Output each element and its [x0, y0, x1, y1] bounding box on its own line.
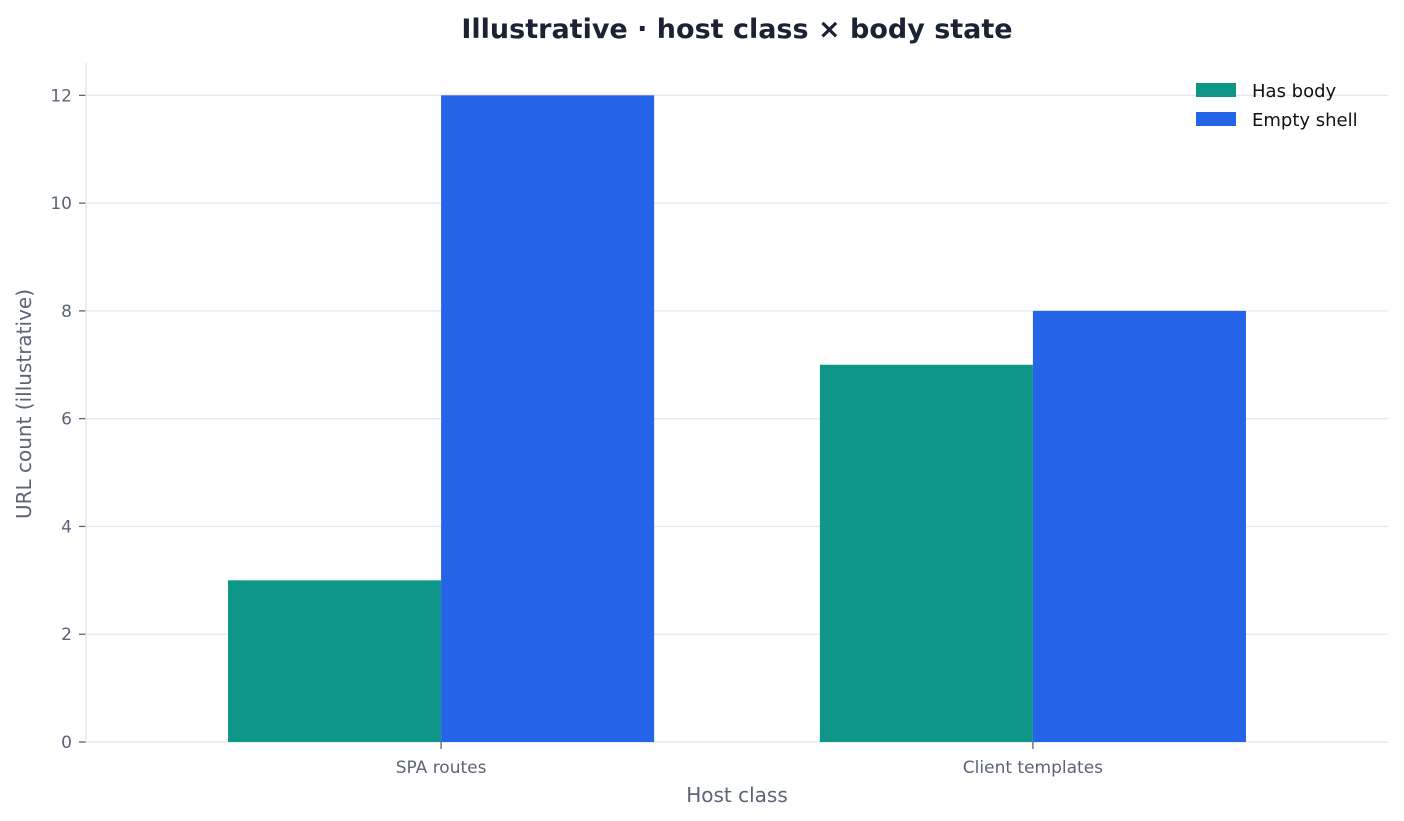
- y-tick-label: 2: [61, 625, 72, 645]
- y-tick-label: 6: [61, 410, 72, 430]
- y-axis-label: URL count (illustrative): [12, 289, 36, 519]
- y-tick-label: 8: [61, 302, 72, 322]
- bar-has-body: [228, 580, 442, 742]
- y-tick-label: 0: [61, 733, 72, 753]
- legend-label: Empty shell: [1252, 110, 1358, 131]
- x-axis-label: Host class: [686, 783, 788, 807]
- x-tick-label: Client templates: [963, 758, 1103, 778]
- legend-swatch: [1196, 112, 1236, 126]
- legend: Has body Empty shell: [1196, 81, 1358, 131]
- y-tick-label: 10: [50, 194, 72, 214]
- legend-label: Has body: [1252, 81, 1337, 102]
- tick-labels: 0 2 4 6 8 10 12 SPA routes Client templates: [50, 86, 1103, 778]
- bars: [228, 95, 1246, 743]
- y-tick-label: 12: [50, 86, 72, 106]
- legend-swatch: [1196, 83, 1236, 97]
- bar-empty-shell: [441, 95, 655, 743]
- bar-has-body: [819, 364, 1033, 742]
- y-tick-label: 4: [61, 517, 72, 537]
- bar-empty-shell: [1032, 310, 1246, 742]
- chart-title: Illustrative · host class × body state: [461, 14, 1012, 45]
- x-tick-label: SPA routes: [396, 758, 487, 778]
